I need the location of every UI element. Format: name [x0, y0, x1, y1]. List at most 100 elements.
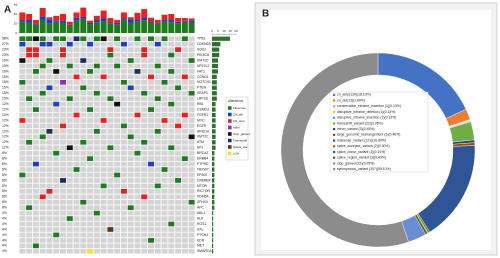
- empty-cell: [175, 145, 182, 151]
- empty-cell: [175, 232, 182, 238]
- empty-cell: [181, 58, 188, 63]
- empty-cell: [60, 129, 66, 134]
- top-bar: [120, 18, 127, 20]
- empty-cell: [148, 90, 154, 96]
- empty-cell: [175, 58, 182, 63]
- count-bar: [212, 172, 215, 178]
- empty-cell: [161, 183, 168, 189]
- alteration-cell: [46, 85, 53, 91]
- empty-cell: [120, 216, 127, 221]
- top-bar: [161, 14, 168, 20]
- alteration-cell: [93, 63, 100, 69]
- top-bar: [134, 21, 141, 33]
- empty-cell: [175, 139, 182, 145]
- empty-cell: [26, 172, 33, 178]
- empty-cell: [60, 101, 66, 107]
- empty-cell: [107, 156, 114, 161]
- alteration-cell: [46, 189, 53, 194]
- empty-cell: [127, 189, 134, 194]
- alteration-cell: [80, 58, 87, 63]
- empty-cell: [19, 221, 26, 227]
- empty-cell: [73, 248, 80, 254]
- count-bar: [212, 102, 216, 107]
- empty-cell: [168, 134, 175, 140]
- alteration-cell: [168, 101, 175, 107]
- empty-cell: [141, 123, 148, 129]
- empty-cell: [87, 194, 94, 200]
- count-bar: [212, 249, 214, 254]
- legend-label: splice_region_variant (3)(0.40%): [337, 156, 386, 160]
- empty-cell: [114, 199, 121, 205]
- empty-cell: [120, 167, 127, 172]
- empty-cell: [175, 243, 182, 249]
- empty-cell: [107, 238, 114, 243]
- empty-cell: [53, 199, 60, 205]
- empty-cell: [73, 96, 80, 101]
- empty-cell: [26, 85, 33, 91]
- empty-cell: [100, 139, 107, 145]
- empty-cell: [100, 101, 107, 107]
- percent-label: 12%: [2, 146, 9, 150]
- empty-cell: [80, 167, 87, 172]
- top-bar: [154, 22, 161, 24]
- empty-cell: [73, 199, 80, 205]
- gene-label: ABL1: [197, 211, 205, 215]
- empty-cell: [134, 161, 141, 167]
- empty-cell: [161, 248, 168, 254]
- empty-cell: [80, 101, 87, 107]
- empty-cell: [26, 101, 33, 107]
- empty-cell: [134, 227, 141, 232]
- empty-cell: [73, 161, 80, 167]
- empty-cell: [53, 129, 60, 134]
- empty-cell: [181, 90, 188, 96]
- empty-cell: [66, 232, 73, 238]
- gene-label: CCND1: [197, 75, 209, 79]
- empty-cell: [53, 167, 60, 172]
- alteration-cell: [148, 74, 154, 80]
- top-bar: [46, 19, 53, 24]
- count-bar: [212, 36, 230, 41]
- empty-cell: [161, 74, 168, 80]
- empty-cell: [60, 69, 66, 74]
- empty-cell: [80, 248, 87, 254]
- empty-cell: [93, 96, 100, 101]
- empty-cell: [107, 80, 114, 85]
- empty-cell: [148, 156, 154, 161]
- empty-cell: [46, 90, 53, 96]
- alteration-cell: [175, 178, 182, 183]
- empty-cell: [168, 156, 175, 161]
- empty-cell: [19, 156, 26, 161]
- empty-cell: [26, 167, 33, 172]
- empty-cell: [19, 69, 26, 74]
- empty-cell: [127, 161, 134, 167]
- empty-cell: [181, 210, 188, 216]
- count-bar: [212, 47, 220, 52]
- alteration-cell: [114, 63, 121, 69]
- empty-cell: [46, 107, 53, 112]
- empty-cell: [32, 150, 39, 156]
- empty-cell: [53, 118, 60, 123]
- empty-cell: [26, 107, 33, 112]
- empty-cell: [134, 178, 141, 183]
- empty-cell: [114, 41, 121, 47]
- empty-cell: [127, 183, 134, 189]
- alteration-cell: [60, 47, 66, 52]
- empty-cell: [46, 36, 53, 42]
- empty-cell: [46, 248, 53, 254]
- empty-cell: [141, 232, 148, 238]
- empty-cell: [73, 189, 80, 194]
- empty-cell: [66, 199, 73, 205]
- empty-cell: [175, 205, 182, 210]
- empty-cell: [107, 199, 114, 205]
- empty-cell: [66, 47, 73, 52]
- top-bar: [93, 22, 100, 33]
- empty-cell: [66, 205, 73, 210]
- empty-cell: [100, 210, 107, 216]
- empty-cell: [134, 210, 141, 216]
- empty-cell: [100, 150, 107, 156]
- x-tick-label: 10: [222, 29, 226, 33]
- empty-cell: [188, 41, 195, 47]
- empty-cell: [19, 129, 26, 134]
- percent-label: 19%: [2, 58, 9, 62]
- empty-cell: [93, 243, 100, 249]
